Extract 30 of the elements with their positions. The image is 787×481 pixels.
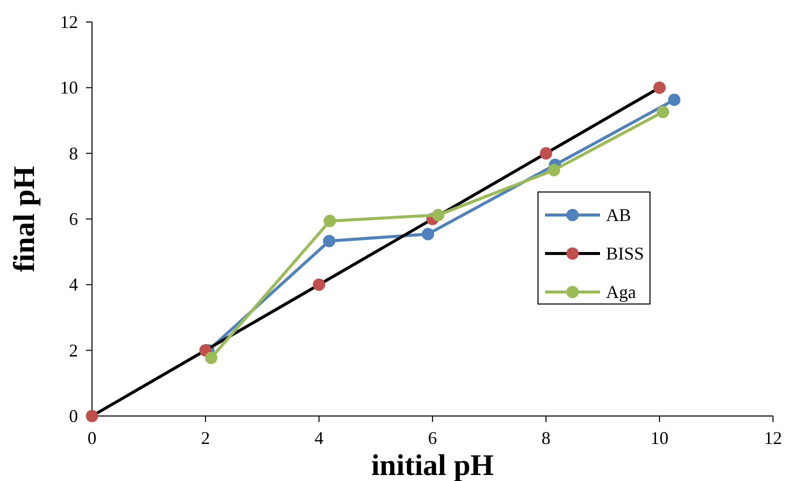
x-tick-label: 10: [650, 428, 668, 448]
y-tick-label: 2: [69, 340, 78, 360]
point: [422, 228, 434, 240]
legend-label: Aga: [606, 282, 636, 302]
legend-label: AB: [606, 205, 632, 225]
y-tick-label: 12: [60, 12, 78, 32]
point: [312, 278, 326, 291]
x-tick-label: 12: [764, 428, 782, 448]
point: [548, 164, 560, 176]
y-tick-label: 0: [69, 406, 78, 426]
point: [668, 94, 680, 106]
point: [540, 147, 552, 160]
y-tick-label: 6: [69, 209, 78, 229]
y-tick-label: 4: [69, 274, 78, 295]
x-tick-label: 6: [428, 428, 437, 448]
x-tick-label: 8: [542, 428, 550, 448]
point: [323, 234, 336, 248]
y-tick-label: 10: [60, 78, 78, 98]
y-axis-title: final pH: [8, 166, 41, 272]
point: [432, 208, 444, 222]
y-tick-label: 8: [69, 143, 78, 164]
point: [204, 352, 218, 364]
legend-label: BISS: [606, 244, 644, 264]
point: [653, 82, 666, 94]
x-tick-label: 4: [314, 428, 324, 448]
point: [656, 106, 670, 118]
point: [324, 214, 336, 228]
x-tick-label: 2: [201, 428, 210, 448]
point: [86, 410, 98, 422]
x-tick-label: 0: [88, 428, 96, 448]
